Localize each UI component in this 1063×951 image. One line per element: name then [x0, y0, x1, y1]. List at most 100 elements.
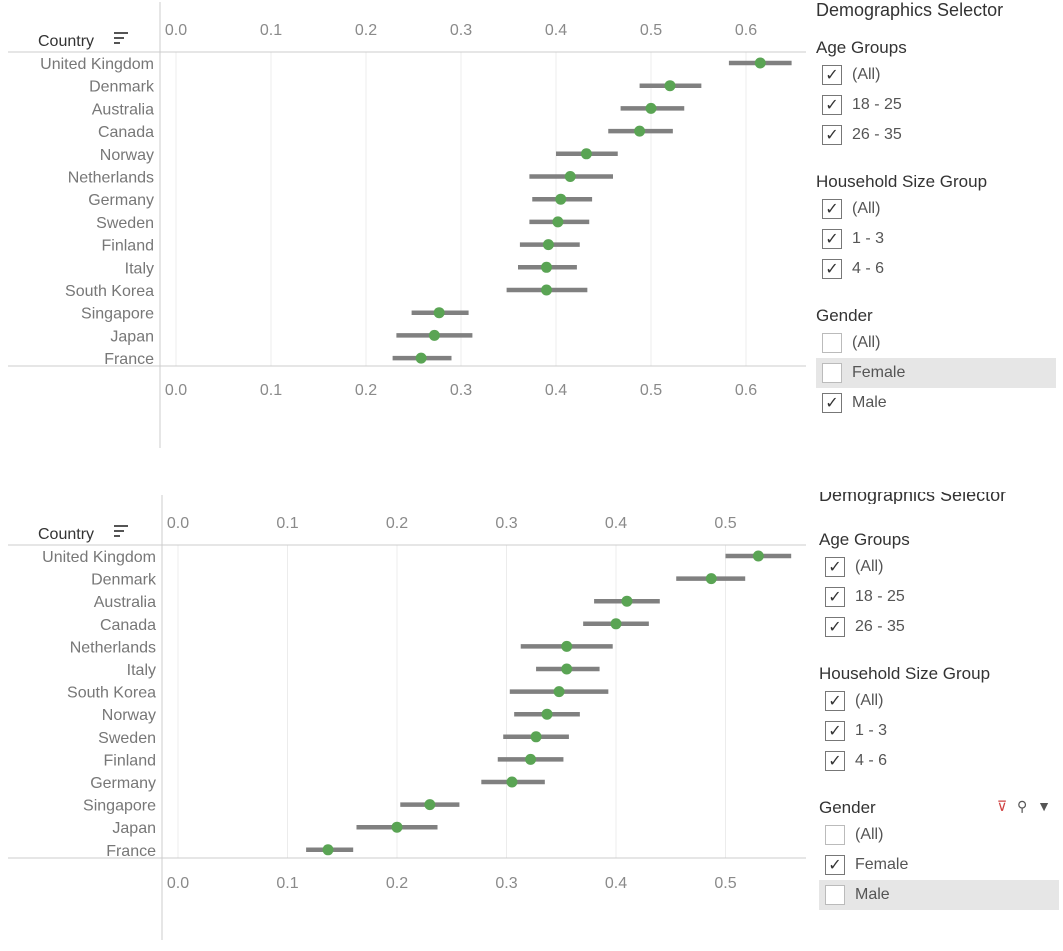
search-icon[interactable]: ⚲	[1016, 798, 1028, 814]
filter-item[interactable]: ✓ (All)	[816, 328, 1056, 358]
checkbox[interactable]: ✓	[825, 721, 845, 741]
checkbox[interactable]: ✓	[825, 587, 845, 607]
checkbox[interactable]: ✓	[822, 199, 842, 219]
data-point[interactable]	[752, 550, 764, 562]
category-label: Japan	[110, 328, 154, 345]
category-label: Germany	[88, 192, 154, 209]
category-label: Finland	[104, 752, 156, 769]
x-tick-label-top: 0.3	[450, 22, 472, 39]
checkbox[interactable]: ✓	[822, 333, 842, 353]
category-label: United Kingdom	[42, 549, 156, 566]
x-tick-label-bottom: 0.4	[545, 382, 567, 399]
data-point[interactable]	[541, 708, 553, 720]
data-point[interactable]	[634, 125, 646, 137]
filter-item[interactable]: ✓ (All)	[819, 552, 1059, 582]
checkbox[interactable]: ✓	[825, 825, 845, 845]
x-tick-label-top: 0.1	[260, 22, 282, 39]
filter-item-label: (All)	[855, 692, 884, 709]
checkbox[interactable]: ✓	[822, 125, 842, 145]
filter-item[interactable]: ✓ 18 - 25	[816, 90, 1056, 120]
filter-list[interactable]: ✓ (All) ✓ Female ✓ Male	[816, 328, 1056, 418]
filter-item[interactable]: ✓ (All)	[819, 686, 1059, 716]
data-point[interactable]	[580, 148, 592, 160]
x-tick-label-bottom: 0.3	[495, 875, 517, 892]
category-label: Australia	[92, 101, 154, 118]
data-point[interactable]	[564, 171, 576, 182]
checkbox[interactable]: ✓	[822, 95, 842, 115]
data-point[interactable]	[555, 193, 567, 205]
category-label: Japan	[112, 820, 156, 837]
filter-item[interactable]: ✓ (All)	[819, 820, 1059, 850]
checkbox[interactable]: ✓	[825, 855, 845, 875]
filter-item[interactable]: ✓ Male	[816, 388, 1056, 418]
filter-item-label: (All)	[852, 334, 881, 351]
row-header-label: Country	[38, 33, 94, 50]
filter-item[interactable]: ✓ Male	[819, 880, 1059, 910]
filter-item-label: Female	[855, 856, 909, 873]
filter-gender: Gender ✓ (All) ✓ Female ✓ Male	[816, 304, 1056, 418]
filter-item[interactable]: ✓ 18 - 25	[819, 582, 1059, 612]
data-point[interactable]	[553, 686, 565, 698]
data-point[interactable]	[552, 216, 564, 228]
checkbox[interactable]: ✓	[825, 691, 845, 711]
category-label: Norway	[100, 147, 154, 164]
checkbox[interactable]: ✓	[822, 393, 842, 413]
data-point[interactable]	[391, 821, 403, 833]
filter-list[interactable]: ✓ (All) ✓ 18 - 25 ✓ 26 - 35	[816, 60, 1056, 160]
filter-item-label: 26 - 35	[855, 618, 905, 635]
data-point[interactable]	[428, 329, 440, 341]
checkbox[interactable]: ✓	[825, 751, 845, 771]
x-tick-label-bottom: 0.6	[735, 382, 757, 399]
filter-item[interactable]: ✓ 26 - 35	[816, 120, 1056, 150]
check-icon: ✓	[825, 201, 839, 218]
filter-item[interactable]: ✓ Female	[819, 850, 1059, 880]
data-point[interactable]	[705, 573, 717, 585]
data-point[interactable]	[530, 731, 542, 743]
checkbox[interactable]: ✓	[822, 65, 842, 85]
x-tick-label-top: 0.3	[495, 515, 517, 532]
filter-item-label: 1 - 3	[852, 230, 885, 247]
data-point[interactable]	[506, 776, 518, 788]
data-point[interactable]	[542, 239, 554, 251]
filter-list[interactable]: ✓ (All) ✓ 18 - 25 ✓ 26 - 35	[819, 552, 1059, 652]
category-label: Canada	[98, 124, 154, 141]
filter-item[interactable]: ✓ Female	[816, 358, 1056, 388]
data-point[interactable]	[322, 844, 334, 856]
filter-title: Household Size Group	[819, 664, 991, 683]
data-point[interactable]	[541, 284, 552, 296]
filter-item[interactable]: ✓ 4 - 6	[816, 254, 1056, 284]
data-point[interactable]	[610, 618, 622, 630]
data-point[interactable]	[433, 307, 445, 319]
sort-descending-icon[interactable]	[114, 525, 128, 537]
checkbox[interactable]: ✓	[822, 363, 842, 383]
filter-item[interactable]: ✓ 1 - 3	[819, 716, 1059, 746]
checkbox[interactable]: ✓	[822, 259, 842, 279]
filter-item[interactable]: ✓ (All)	[816, 194, 1056, 224]
filter-list[interactable]: ✓ (All) ✓ Female ✓ Male	[819, 820, 1059, 910]
data-point[interactable]	[541, 261, 552, 273]
filter-household-size: Household Size Group ✓ (All) ✓ 1 - 3 ✓ 4 - …	[816, 170, 1056, 294]
data-point[interactable]	[561, 663, 573, 675]
checkbox[interactable]: ✓	[825, 557, 845, 577]
filter-item[interactable]: ✓ (All)	[816, 60, 1056, 90]
filter-list[interactable]: ✓ (All) ✓ 1 - 3 ✓ 4 - 6	[816, 194, 1056, 294]
checkbox[interactable]: ✓	[825, 617, 845, 637]
filter-list[interactable]: ✓ (All) ✓ 1 - 3 ✓ 4 - 6	[819, 686, 1059, 786]
dropdown-arrow-icon[interactable]: ▼	[1037, 798, 1051, 814]
checkbox[interactable]: ✓	[825, 885, 845, 905]
data-point[interactable]	[561, 640, 573, 652]
data-point[interactable]	[754, 57, 766, 69]
data-point[interactable]	[645, 102, 657, 114]
x-tick-label-top: 0.2	[355, 22, 377, 39]
data-point[interactable]	[664, 80, 676, 92]
data-point[interactable]	[525, 753, 537, 765]
filter-item[interactable]: ✓ 1 - 3	[816, 224, 1056, 254]
data-point[interactable]	[621, 595, 633, 607]
data-point[interactable]	[415, 352, 427, 364]
sort-descending-icon[interactable]	[114, 32, 128, 44]
checkbox[interactable]: ✓	[822, 229, 842, 249]
clear-filter-icon[interactable]: ⊽	[996, 798, 1008, 814]
data-point[interactable]	[424, 799, 436, 811]
filter-item[interactable]: ✓ 4 - 6	[819, 746, 1059, 776]
filter-item[interactable]: ✓ 26 - 35	[819, 612, 1059, 642]
